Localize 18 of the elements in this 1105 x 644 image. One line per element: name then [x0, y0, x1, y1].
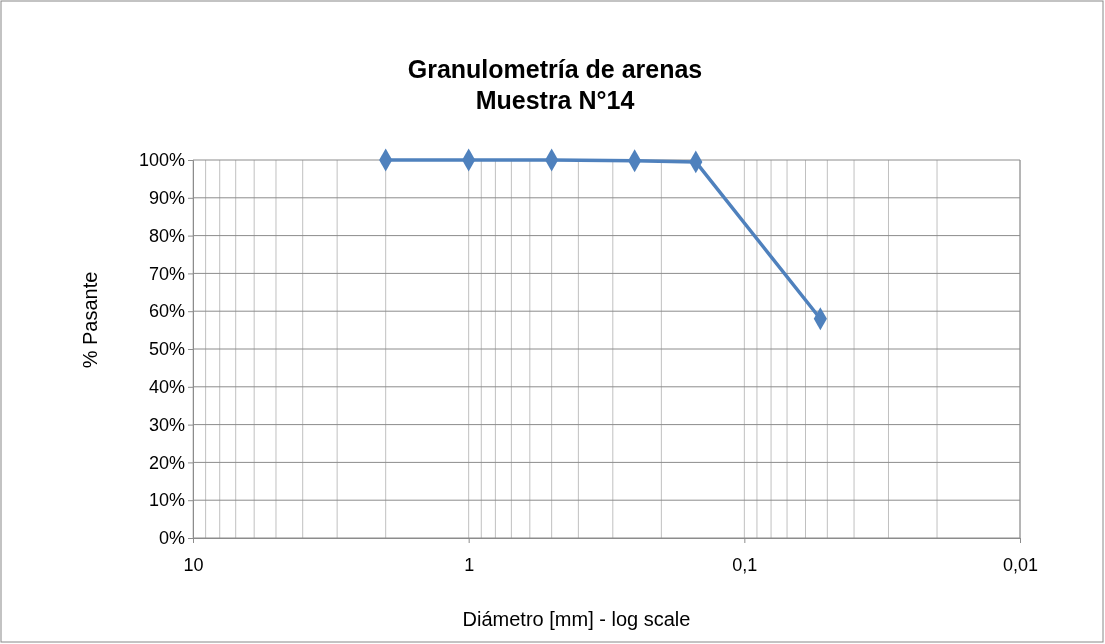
y-tick-label: 50%	[148, 339, 185, 360]
x-axis-title: Diámetro [mm] - log scale	[462, 608, 691, 630]
y-axis-title: % Pasante	[79, 271, 101, 369]
y-tick-label: 90%	[148, 188, 185, 209]
y-tick-label: 40%	[148, 377, 185, 398]
y-tick-label: 30%	[148, 414, 185, 435]
y-tick-label: 70%	[148, 263, 185, 284]
x-tick-label: 10	[183, 555, 204, 576]
x-tick-label: 1	[464, 555, 475, 576]
y-tick-label: 100%	[138, 150, 185, 171]
y-tick-label: 10%	[148, 490, 185, 511]
y-tick-label: 80%	[148, 225, 185, 246]
chart-title: Granulometría de arenas Muestra N°14	[407, 55, 703, 114]
x-tick-label: 0,1	[732, 555, 758, 576]
y-tick-label: 60%	[148, 301, 185, 322]
y-tick-label: 0%	[158, 528, 185, 549]
x-tick-label: 0,01	[1002, 555, 1039, 576]
y-tick-label: 20%	[148, 452, 185, 473]
